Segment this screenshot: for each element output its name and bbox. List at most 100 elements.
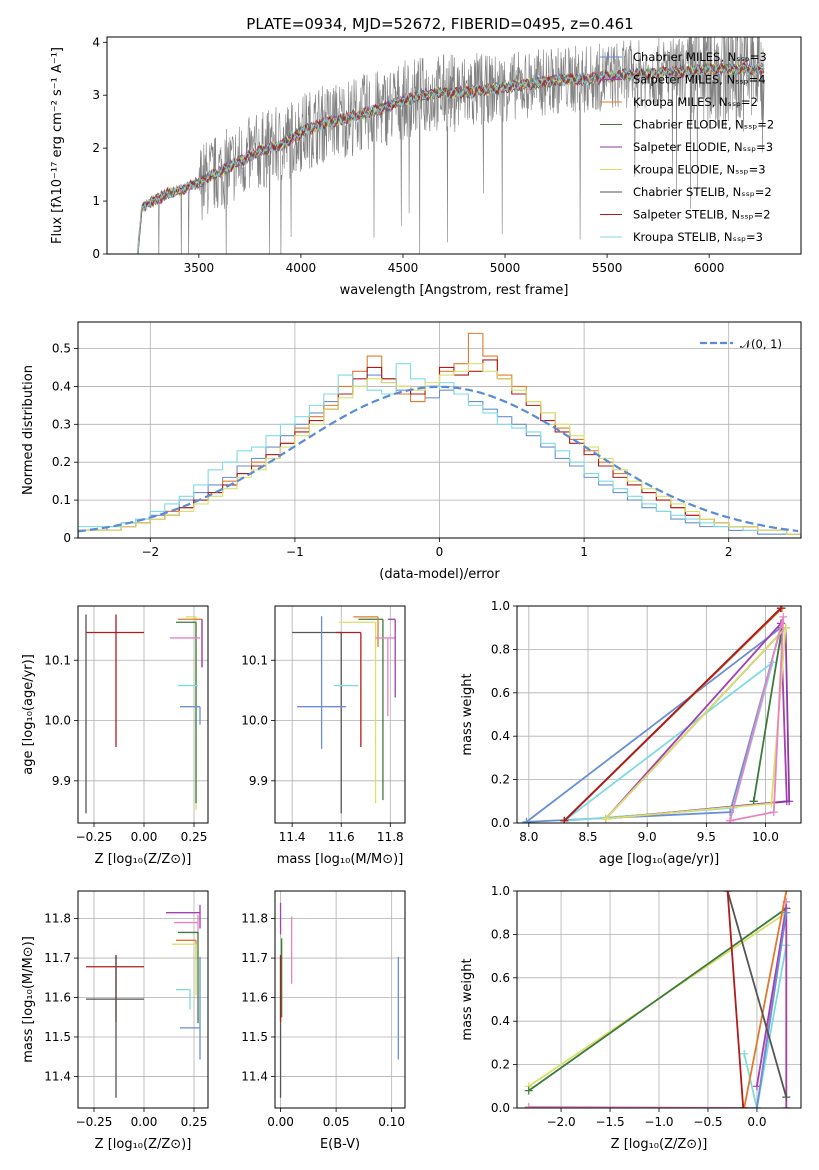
y-tick-label: 0.8 (491, 927, 510, 941)
weight-line (726, 891, 788, 1098)
y-tick-label: 10.0 (241, 714, 268, 728)
axes-frame (77, 605, 209, 824)
y-tick-label: 0 (92, 247, 100, 261)
x-tick-label: 0.00 (131, 830, 158, 844)
errorbar-plot-area (279, 902, 399, 1098)
histogram-legend: 𝒩(0, 1) (700, 337, 782, 351)
weight-marker (752, 1104, 761, 1108)
weight-marker (740, 1049, 749, 1058)
x-tick-label: 11.8 (377, 830, 404, 844)
y-tick-label: 0.8 (491, 642, 510, 656)
errorbar-plot-area (292, 616, 396, 814)
x-tick-label: 0.0 (747, 1115, 766, 1129)
y-axis-label: mass weight (460, 673, 475, 755)
y-tick-label: 0.4 (52, 379, 71, 393)
x-axis-label: Z [log₁₀(Z/Z⊙)] (95, 1137, 192, 1152)
y-tick-label: 0.2 (491, 773, 510, 787)
errorbar-plot-area (86, 904, 201, 1098)
y-axis-label: mass weight (460, 958, 475, 1040)
y-tick-label: 1 (92, 194, 100, 208)
legend-label: Salpeter ELODIE, Nₛₛₚ=3 (633, 140, 773, 154)
weight-marker (740, 1104, 749, 1108)
x-axis-label: mass [log₁₀(M/M⊙)] (277, 852, 404, 867)
weight-marker (782, 1104, 791, 1108)
y-tick-label: 0.6 (491, 971, 510, 985)
histogram-step (78, 363, 801, 538)
legend-label: Chabrier ELODIE, Nₛₛₚ=2 (633, 118, 774, 132)
x-axis-label: age [log₁₀(age/yr)] (599, 852, 720, 867)
x-axis-label: Z [log₁₀(Z/Z⊙)] (611, 1137, 708, 1152)
weight-marker (524, 1102, 533, 1108)
weight-marker (560, 816, 569, 823)
y-tick-label: 0.1 (52, 493, 71, 507)
x-tick-label: 0.10 (378, 1115, 405, 1129)
spectrum-plot-area (137, 37, 765, 254)
x-tick-label: 0.00 (267, 1115, 294, 1129)
spectrum-legend: Chabrier MILES, Nₛₛₚ=3 Salpeter MILES, Nₛ… (600, 50, 774, 244)
weight-marker (785, 797, 794, 806)
figure-title: PLATE=0934, MJD=52672, FIBERID=0495, z=0… (246, 15, 633, 33)
x-tick-label: 2 (725, 545, 733, 559)
y-tick-label: 11.8 (241, 912, 268, 926)
y-tick-label: 0.3 (52, 417, 71, 431)
y-tick-label: 0.4 (491, 729, 510, 743)
weight-marker (522, 817, 531, 823)
x-tick-label: 0.00 (131, 1115, 158, 1129)
y-tick-label: 9.9 (52, 774, 71, 788)
y-tick-label: 10.0 (44, 714, 71, 728)
y-tick-label: 11.6 (44, 991, 71, 1005)
x-tick-label: −0.5 (693, 1115, 722, 1129)
y-tick-label: 1.0 (491, 884, 510, 898)
x-tick-label: 6000 (694, 261, 725, 275)
legend-label: Salpeter MILES, Nₛₛₚ=4 (633, 73, 766, 87)
gaussian-curve (78, 385, 799, 533)
x-tick-label: 8.5 (578, 830, 597, 844)
y-tick-label: 0.4 (491, 1014, 510, 1028)
weight-marker (601, 814, 610, 823)
y-tick-label: 0.5 (52, 342, 71, 356)
weight-line (563, 607, 782, 822)
y-axis-label: age [log₁₀(age/yr)] (21, 654, 36, 775)
weight-marker (779, 612, 788, 621)
x-axis-label: E(B-V) (320, 1137, 360, 1152)
weight-plot-area (522, 606, 794, 823)
y-tick-label: 4 (92, 35, 100, 49)
weight-marker (739, 1104, 748, 1108)
model-fit-line (137, 62, 765, 254)
weight-line (756, 912, 788, 1108)
axes-frame (516, 890, 802, 1109)
x-tick-label: −1.5 (595, 1115, 624, 1129)
weight-marker (749, 797, 758, 806)
axes-frame (274, 605, 406, 824)
x-tick-label: −1 (286, 545, 304, 559)
x-tick-label: 3500 (184, 261, 215, 275)
x-axis-label: (data-model)/error (379, 567, 500, 582)
x-axis-label: Z [log₁₀(Z/Z⊙)] (95, 852, 192, 867)
y-tick-label: 9.9 (249, 774, 268, 788)
y-axis-label: Normed distribution (21, 365, 36, 495)
y-tick-label: 0.2 (491, 1058, 510, 1072)
weight-line (743, 891, 788, 1108)
y-tick-label: 1.0 (491, 599, 510, 613)
y-tick-label: 11.5 (44, 1030, 71, 1044)
y-tick-label: 0.6 (491, 686, 510, 700)
weight-marker (776, 606, 785, 613)
x-tick-label: 0.25 (181, 830, 208, 844)
y-tick-label: 0.2 (52, 455, 71, 469)
weight-marker (723, 891, 732, 895)
y-tick-label: 11.8 (44, 912, 71, 926)
y-tick-label: 0.0 (491, 1101, 510, 1115)
x-tick-label: 10.0 (752, 830, 779, 844)
legend-label: Salpeter STELIB, Nₛₛₚ=2 (633, 208, 771, 222)
y-tick-label: 11.5 (241, 1030, 268, 1044)
weight-line (729, 616, 785, 822)
y-tick-label: 11.7 (241, 951, 268, 965)
y-tick-label: 11.7 (44, 951, 71, 965)
legend-label: 𝒩(0, 1) (740, 337, 782, 351)
x-tick-label: −2.0 (546, 1115, 575, 1129)
x-tick-label: −0.25 (76, 1115, 113, 1129)
histogram-plot-area (78, 332, 801, 538)
x-tick-label: 9.5 (697, 830, 716, 844)
